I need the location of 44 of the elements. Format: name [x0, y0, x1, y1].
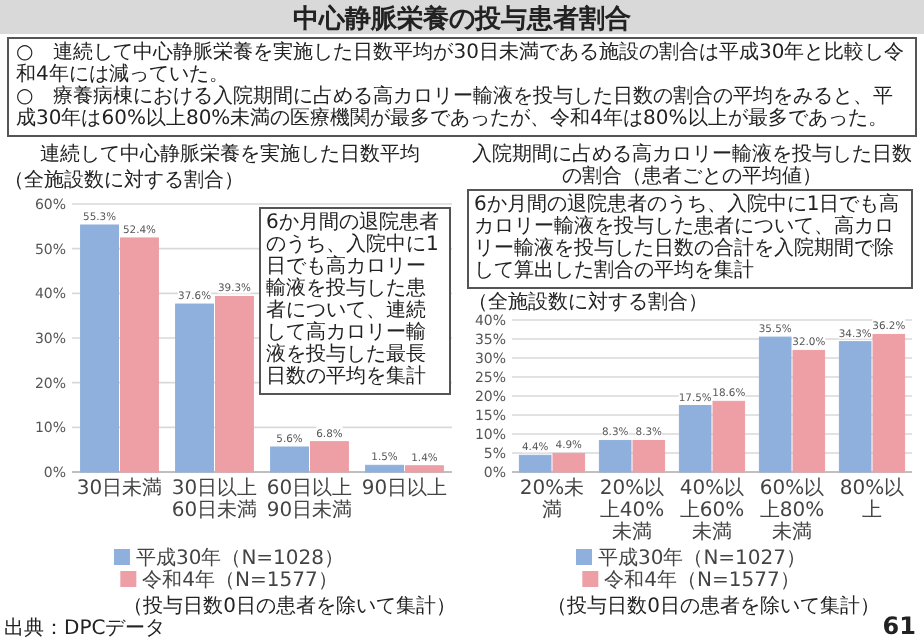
bar: [215, 295, 254, 473]
x-tick-label: 40%以上60%未満: [679, 476, 745, 544]
annotation: 6か月間の退院患者のうち、入院中に1日でも高カロリー輸液を投与した患者について、連続して高カロリー輸液を投与した最長日数の平均を集計: [266, 210, 439, 388]
bar: [792, 349, 826, 473]
bar: [838, 341, 872, 473]
bar: [598, 439, 632, 473]
chart-title: 入院期間に占める高カロリー輸液を投与した日数の割合（患者ごとの平均値）: [472, 142, 912, 188]
text: 中心静脈栄養の投与患者割合: [293, 3, 631, 35]
chart-title: 連続して中心静脈栄養を実施した日数平均: [40, 142, 420, 166]
source-note: 出典：DPCデータ: [4, 616, 166, 640]
x-tick-label: 20%以上40%未満: [599, 476, 665, 544]
y-axis-title: （全施設数に対する割合）: [4, 168, 244, 192]
bar: [80, 224, 119, 473]
bar: [518, 454, 552, 473]
x-tick-label: 60%以上80%未満: [759, 476, 825, 544]
bar: [678, 405, 712, 473]
bar: [632, 439, 666, 473]
bar: [712, 400, 746, 473]
text: ○ 連続して中心静脈栄養を実施した日数平均が30日未満である施設の割合は平成30年と比較し令和4年には減っていた。: [16, 40, 905, 86]
text: （投与日数0日の患者を除いて集計）: [547, 594, 880, 618]
y-axis-title: （全施設数に対する割合）: [468, 290, 708, 314]
x-tick-label: 20%未満: [519, 476, 585, 522]
legend-label: 令和4年（N=1577）: [142, 568, 338, 592]
x-tick-label: 30日未満: [76, 476, 163, 500]
x-tick-label: 80%以上: [839, 476, 905, 522]
x-tick-label: 90日以上: [361, 476, 448, 500]
text: （投与日数0日の患者を除いて集計）: [123, 594, 456, 618]
text: 61: [882, 612, 916, 640]
legend-label: 平成30年（N=1028）: [135, 546, 345, 570]
bar: [120, 237, 159, 473]
bar: [270, 446, 309, 473]
x-tick-label: 30日以上60日未満: [171, 476, 258, 522]
bar: [405, 465, 444, 473]
bar: [310, 441, 349, 473]
text: ○ 療養病棟における入院期間に占める高カロリー輸液を投与した日数の割合の平均をみると、平成30年は60%以上80%未満の医療機関が最多であったが、令和4年は80%以上が最多であった。: [16, 84, 894, 130]
bar: [758, 336, 792, 473]
bar: [872, 333, 906, 473]
bar: [552, 452, 586, 473]
legend-label: 平成30年（N=1027）: [597, 546, 807, 570]
legend-label: 令和4年（N=1577）: [604, 568, 800, 592]
bar: [365, 464, 404, 473]
bar: [175, 303, 214, 473]
x-tick-label: 60日以上90日未満: [266, 476, 353, 522]
text: 6か月間の退院患者のうち、入院中に1日でも高カロリー輸液を投与した患者について、高カロリー輸液を投与した日数の合計を入院期間で除して算出した割合の平均を集計: [474, 192, 900, 282]
